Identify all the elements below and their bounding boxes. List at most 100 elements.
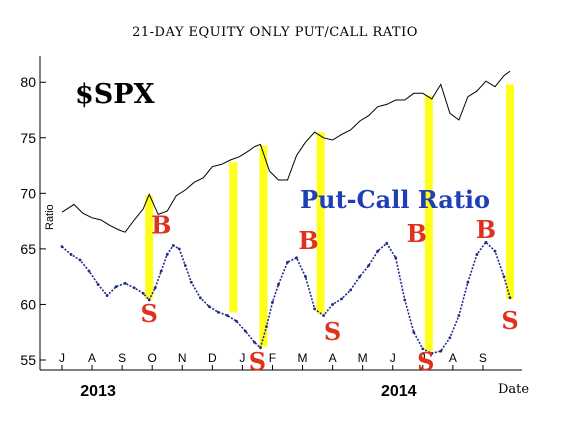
y-tick-label: 55 bbox=[20, 352, 36, 368]
ratio-point bbox=[225, 314, 229, 317]
ratio-point bbox=[484, 240, 488, 244]
x-tick-label: A bbox=[88, 351, 96, 365]
y-tick-label: 65 bbox=[20, 241, 36, 257]
x-tick-label: J bbox=[239, 351, 245, 365]
ratio-point bbox=[189, 280, 193, 284]
ratio-point bbox=[141, 291, 145, 295]
ratio-point bbox=[508, 296, 512, 300]
x-tick-label: A bbox=[449, 351, 457, 365]
ratio-point bbox=[412, 330, 416, 334]
highlight-bar bbox=[424, 95, 433, 352]
ratio-point bbox=[304, 275, 307, 279]
x-tick-label: M bbox=[298, 351, 308, 365]
ratio-point bbox=[96, 283, 100, 286]
ratio-point bbox=[271, 300, 274, 304]
buy-signal-label: B bbox=[407, 219, 427, 248]
ratio-point bbox=[313, 307, 316, 311]
ratio-point bbox=[277, 283, 280, 286]
put-call-ratio-label: Put-Call Ratio bbox=[300, 185, 490, 214]
highlight-bar bbox=[506, 84, 514, 299]
ratio-point bbox=[207, 305, 211, 309]
highlight-bar bbox=[259, 145, 268, 347]
y-axis-label: Ratio bbox=[44, 204, 56, 230]
x-axis-label: Date bbox=[498, 382, 529, 397]
ratio-point bbox=[177, 247, 181, 251]
x-tick-label: M bbox=[358, 351, 368, 365]
chart-title: 21-DAY EQUITY ONLY PUT/CALL RATIO bbox=[132, 25, 418, 40]
ratio-point bbox=[394, 256, 398, 260]
sell-signal-label: S bbox=[249, 347, 266, 376]
ratio-point bbox=[165, 253, 169, 256]
ratio-point bbox=[358, 275, 362, 279]
ratio-point bbox=[385, 241, 389, 245]
ratio-point bbox=[69, 253, 73, 256]
sell-signal-label: S bbox=[501, 306, 518, 335]
ratio-point bbox=[87, 269, 91, 273]
ratio-point bbox=[78, 258, 82, 262]
ratio-point bbox=[502, 275, 506, 279]
ratio-point bbox=[439, 349, 443, 353]
ratio-point bbox=[448, 336, 452, 340]
x-tick-label: J bbox=[420, 351, 426, 365]
buy-signal-label: B bbox=[476, 215, 496, 244]
highlight-bar bbox=[316, 132, 325, 314]
y-tick-label: 80 bbox=[20, 74, 36, 90]
ratio-point bbox=[259, 346, 262, 350]
spx-line bbox=[61, 70, 511, 233]
ratio-point bbox=[253, 340, 256, 344]
ratio-point bbox=[183, 264, 187, 267]
ratio-point bbox=[367, 264, 371, 267]
ratio-point bbox=[198, 296, 202, 300]
ratio-point bbox=[493, 249, 497, 253]
ratio-point bbox=[159, 269, 163, 273]
ratio-point bbox=[244, 329, 247, 333]
year-label: 2013 bbox=[80, 383, 116, 400]
ratio-point bbox=[475, 253, 479, 256]
year-label: 2014 bbox=[381, 383, 417, 400]
ratio-point bbox=[376, 249, 380, 253]
ratio-point bbox=[421, 347, 425, 351]
ratio-point bbox=[234, 319, 238, 323]
x-tick-label: F bbox=[269, 351, 276, 365]
ratio-point bbox=[457, 314, 461, 317]
ratio-point bbox=[265, 325, 268, 329]
sell-signal-label: S bbox=[417, 347, 434, 376]
ratio-point bbox=[322, 314, 325, 317]
x-tick-label: J bbox=[59, 351, 65, 365]
spx-label: $SPX bbox=[75, 79, 155, 110]
ratio-point bbox=[171, 244, 175, 247]
highlight-bar bbox=[229, 162, 238, 313]
ratio-point bbox=[147, 298, 151, 302]
x-tick-label: N bbox=[178, 351, 187, 365]
buy-signal-label: B bbox=[151, 210, 171, 239]
y-tick-label: 75 bbox=[20, 130, 36, 146]
ratio-point bbox=[403, 298, 407, 302]
ratio-point bbox=[216, 310, 220, 314]
y-tick-label: 70 bbox=[20, 185, 36, 201]
sell-signal-label: S bbox=[141, 299, 158, 328]
ratio-point bbox=[132, 286, 136, 290]
ratio-point bbox=[340, 297, 344, 301]
ratio-point bbox=[286, 260, 289, 264]
y-tick-label: 60 bbox=[20, 296, 36, 312]
ratio-point bbox=[105, 294, 109, 297]
ratio-point bbox=[430, 351, 434, 355]
ratio-point bbox=[295, 256, 298, 260]
ratio-point bbox=[349, 288, 353, 292]
x-tick-label: A bbox=[329, 351, 337, 365]
x-tick-label: O bbox=[148, 351, 157, 365]
buy-signal-label: B bbox=[298, 226, 318, 255]
ratio-point bbox=[123, 281, 127, 285]
ratio-point bbox=[60, 245, 64, 249]
x-tick-label: D bbox=[208, 351, 217, 365]
highlight-bar bbox=[145, 195, 154, 299]
ratio-point bbox=[153, 286, 157, 290]
x-tick-label: S bbox=[479, 351, 487, 365]
ratio-point bbox=[331, 303, 335, 306]
x-tick-label: S bbox=[118, 351, 126, 365]
x-tick-label: J bbox=[390, 351, 396, 365]
ratio-point bbox=[114, 285, 118, 289]
ratio-point bbox=[466, 280, 470, 284]
